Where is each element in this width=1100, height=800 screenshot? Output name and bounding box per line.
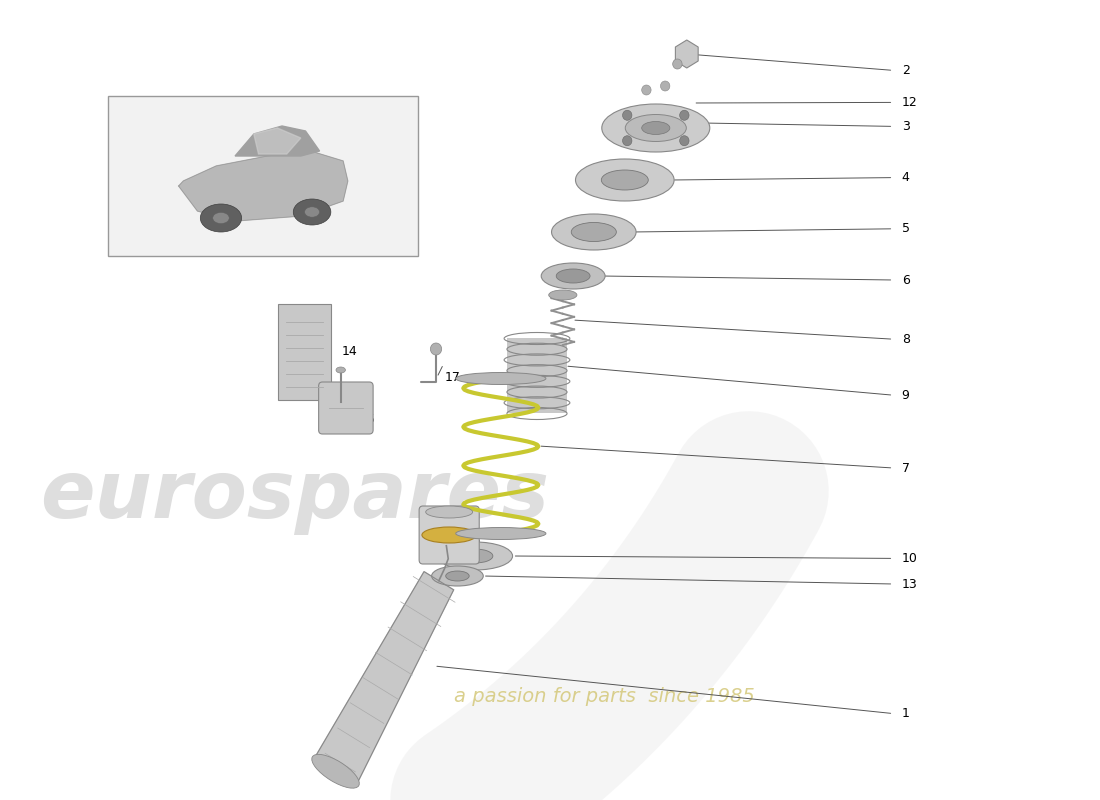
Ellipse shape — [336, 367, 345, 373]
Ellipse shape — [212, 212, 229, 223]
Text: 4: 4 — [902, 171, 910, 184]
FancyBboxPatch shape — [319, 382, 373, 434]
Text: 13: 13 — [902, 578, 917, 590]
Ellipse shape — [446, 571, 470, 581]
Text: 10: 10 — [902, 552, 917, 565]
Ellipse shape — [549, 290, 576, 300]
Text: 5: 5 — [902, 222, 910, 235]
Text: 17: 17 — [446, 371, 461, 384]
Ellipse shape — [438, 542, 513, 570]
Text: 1: 1 — [902, 707, 910, 720]
Text: 14: 14 — [342, 346, 358, 358]
Ellipse shape — [575, 159, 674, 201]
Ellipse shape — [455, 527, 546, 539]
Text: eurospares: eurospares — [40, 457, 549, 535]
Text: 15: 15 — [360, 413, 375, 426]
Text: 6: 6 — [902, 274, 910, 286]
Ellipse shape — [557, 269, 590, 283]
Ellipse shape — [458, 549, 493, 563]
Ellipse shape — [625, 114, 686, 142]
Polygon shape — [254, 128, 300, 154]
Text: 11: 11 — [468, 539, 484, 552]
Ellipse shape — [551, 214, 636, 250]
Bar — [108, 96, 418, 256]
Ellipse shape — [426, 506, 473, 518]
FancyBboxPatch shape — [419, 506, 480, 564]
FancyBboxPatch shape — [278, 304, 331, 400]
Ellipse shape — [200, 204, 242, 232]
Circle shape — [680, 136, 689, 146]
Ellipse shape — [641, 122, 670, 134]
Bar — [507, 338, 566, 414]
Circle shape — [623, 110, 631, 120]
Polygon shape — [315, 572, 453, 784]
Ellipse shape — [455, 373, 546, 385]
Ellipse shape — [541, 263, 605, 289]
Text: 12: 12 — [902, 96, 917, 109]
Ellipse shape — [305, 206, 320, 217]
Text: 9: 9 — [902, 389, 910, 402]
Ellipse shape — [602, 170, 648, 190]
Text: a passion for parts  since 1985: a passion for parts since 1985 — [454, 686, 755, 706]
Text: 8: 8 — [902, 333, 910, 346]
Ellipse shape — [422, 527, 476, 543]
Text: 16: 16 — [356, 386, 372, 398]
Ellipse shape — [294, 199, 331, 225]
Ellipse shape — [602, 104, 710, 152]
Ellipse shape — [431, 566, 483, 586]
Text: 7: 7 — [902, 462, 910, 474]
Circle shape — [641, 85, 651, 95]
Circle shape — [680, 110, 689, 120]
Ellipse shape — [311, 754, 360, 788]
Text: 3: 3 — [902, 120, 910, 133]
Circle shape — [430, 343, 442, 355]
Polygon shape — [178, 151, 348, 221]
Circle shape — [673, 59, 682, 69]
Ellipse shape — [571, 222, 616, 242]
Text: 2: 2 — [902, 64, 910, 77]
Circle shape — [660, 81, 670, 91]
Circle shape — [623, 136, 631, 146]
Polygon shape — [235, 126, 320, 156]
